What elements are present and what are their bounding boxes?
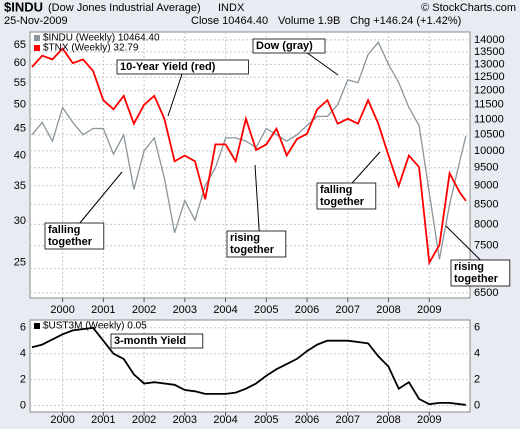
annotation: rising xyxy=(230,232,260,244)
annotation: 3-month Yield xyxy=(114,335,186,347)
legend-swatch xyxy=(34,45,40,51)
series-line xyxy=(31,41,467,260)
y-tick-label: 45 xyxy=(14,123,26,135)
security-name: (Dow Jones Industrial Average) xyxy=(48,2,201,14)
annotation-box xyxy=(450,259,511,287)
credit: © StockCharts.com xyxy=(421,2,516,14)
y-tick-label: 60 xyxy=(14,57,26,69)
annotation-box xyxy=(316,182,377,210)
x-tick-label: 2003 xyxy=(173,414,197,426)
y-right-tick-label: 0 xyxy=(474,399,480,411)
y2-tick-label: 10000 xyxy=(474,145,505,157)
y2-tick-label: 13000 xyxy=(474,58,505,70)
x-tick-label: 2008 xyxy=(376,414,400,426)
legend-swatch xyxy=(34,323,40,329)
y2-tick-label: 6500 xyxy=(474,287,498,299)
symbol: $INDU xyxy=(4,0,43,14)
legend-entry: $UST3M (Weekly) 0.05 xyxy=(43,321,147,332)
x-tick-label: 2000 xyxy=(50,304,74,316)
y-tick-label: 55 xyxy=(14,77,26,89)
x-tick-label: 2009 xyxy=(417,414,441,426)
x-tick-label: 2000 xyxy=(50,414,74,426)
x-tick-label: 2006 xyxy=(295,304,319,316)
y2-tick-label: 10500 xyxy=(474,129,505,141)
y-tick-label: 35 xyxy=(14,180,26,192)
y-tick-label: 65 xyxy=(14,39,26,51)
y2-tick-label: 12500 xyxy=(474,71,505,83)
x-tick-label: 2004 xyxy=(213,414,237,426)
y2-tick-label: 7500 xyxy=(474,240,498,252)
annotation: rising xyxy=(454,261,484,273)
x-tick-label: 2008 xyxy=(376,304,400,316)
x-tick-label: 2006 xyxy=(295,414,319,426)
x-tick-label: 2003 xyxy=(173,304,197,316)
quote: Volume 1.9B xyxy=(278,15,340,27)
y2-tick-label: 8500 xyxy=(474,198,498,210)
annotation-arrow xyxy=(349,151,381,187)
x-tick-label: 2007 xyxy=(336,414,360,426)
legend-entry: $INDU (Weekly) 10464.40 xyxy=(43,33,160,44)
annotation-box xyxy=(226,230,287,258)
x-tick-label: 2002 xyxy=(132,414,156,426)
annotation: 10-Year Yield (red) xyxy=(120,61,216,73)
x-tick-label: 2009 xyxy=(417,304,441,316)
y2-tick-label: 14000 xyxy=(474,34,505,46)
plot-area xyxy=(29,319,471,413)
plot-area xyxy=(29,31,471,299)
quote: Chg +146.24 (+1.42%) xyxy=(350,15,461,27)
y-right-tick-label: 4 xyxy=(474,348,480,360)
y-tick-label: 6 xyxy=(20,322,26,334)
annotation: falling xyxy=(320,184,352,196)
annotation-arrow xyxy=(77,171,123,227)
annotation: falling xyxy=(48,224,80,236)
y2-tick-label: 9500 xyxy=(474,162,498,174)
y-tick-label: 25 xyxy=(14,256,26,268)
y2-tick-label: 13500 xyxy=(474,46,505,58)
x-tick-label: 2005 xyxy=(254,304,278,316)
date: 25-Nov-2009 xyxy=(4,15,68,27)
y2-tick-label: 12000 xyxy=(474,85,505,97)
annotation-arrow xyxy=(254,164,260,235)
annotation: Dow (gray) xyxy=(256,40,313,52)
x-tick-label: 2005 xyxy=(254,414,278,426)
x-tick-label: 2001 xyxy=(91,414,115,426)
y-tick-label: 30 xyxy=(14,215,26,227)
y-tick-label: 0 xyxy=(20,399,26,411)
y2-tick-label: 11000 xyxy=(474,113,504,125)
annotation: together xyxy=(48,236,93,248)
y-tick-label: 4 xyxy=(20,348,26,360)
annotation: together xyxy=(454,273,499,285)
y-tick-label: 50 xyxy=(14,99,26,111)
x-tick-label: 2004 xyxy=(213,304,237,316)
annotation-box xyxy=(110,333,204,349)
annotation: together xyxy=(320,196,365,208)
annotation-arrow xyxy=(445,225,484,264)
y-tick-label: 40 xyxy=(14,149,26,161)
y2-tick-label: 9000 xyxy=(474,179,498,191)
annotation-box xyxy=(44,222,105,250)
y2-tick-label: 11500 xyxy=(474,99,504,111)
series-line xyxy=(31,326,467,406)
series-line xyxy=(31,47,467,266)
annotation-box xyxy=(116,59,249,75)
y-right-tick-label: 2 xyxy=(474,374,480,386)
legend-entry: $TNX (Weekly) 32.79 xyxy=(43,43,139,54)
exchange: INDX xyxy=(218,2,245,14)
x-tick-label: 2001 xyxy=(91,304,115,316)
y-right-tick-label: 6 xyxy=(474,322,480,334)
annotation: together xyxy=(230,244,275,256)
x-tick-label: 2007 xyxy=(336,304,360,316)
y-tick-label: 2 xyxy=(20,374,26,386)
y2-tick-label: 8000 xyxy=(474,218,498,230)
legend-swatch xyxy=(34,35,40,41)
annotation-box xyxy=(252,38,326,54)
quote: Close 10464.40 xyxy=(191,15,268,27)
x-tick-label: 2002 xyxy=(132,304,156,316)
